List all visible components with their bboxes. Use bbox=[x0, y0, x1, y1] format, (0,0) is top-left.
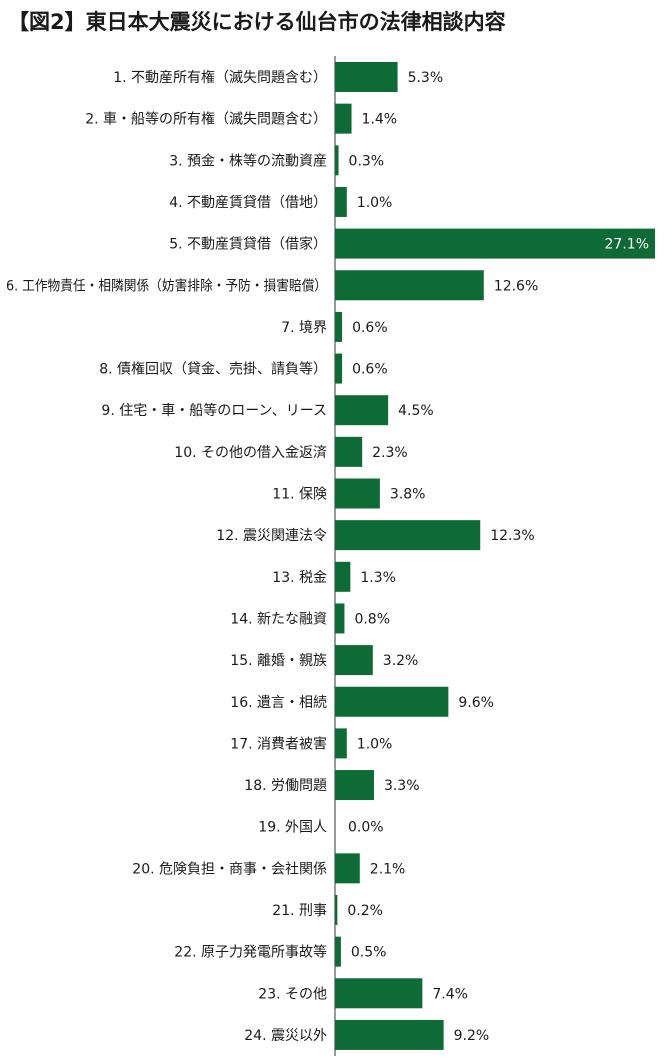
bar-15 bbox=[335, 645, 373, 676]
value-label-21: 0.2% bbox=[347, 903, 383, 919]
category-label-6: 6. 工作物責任・相隣関係（妨害排除・予防・損害賠償） bbox=[6, 278, 327, 294]
value-label-10: 2.3% bbox=[372, 445, 408, 461]
category-label-8: 8. 債権回収（貸金、売掛、請負等） bbox=[99, 361, 327, 378]
category-label-15: 15. 離婚・親族 bbox=[230, 652, 327, 669]
category-labels-group: 1. 不動産所有権（滅失問題含む） 2. 車・船等の所有権（滅失問題含む） 3. 預… bbox=[6, 69, 327, 1044]
value-label-13: 1.3% bbox=[360, 570, 396, 586]
bar-24 bbox=[335, 1019, 444, 1050]
bar-22 bbox=[335, 936, 341, 967]
value-label-7: 0.6% bbox=[352, 320, 388, 336]
value-label-5: 27.1% bbox=[605, 237, 649, 253]
bar-11 bbox=[335, 478, 380, 509]
value-label-16: 9.6% bbox=[458, 695, 494, 711]
value-label-9: 4.5% bbox=[398, 403, 434, 419]
bar-13 bbox=[335, 561, 351, 592]
bar-4 bbox=[335, 186, 347, 217]
bar-1 bbox=[335, 62, 398, 92]
category-label-11: 11. 保険 bbox=[272, 487, 327, 503]
category-label-16: 16. 遺言・相続 bbox=[230, 694, 327, 711]
bar-16 bbox=[335, 686, 449, 717]
value-label-6: 12.6% bbox=[494, 278, 538, 294]
value-label-17: 1.0% bbox=[357, 736, 393, 752]
value-label-18: 3.3% bbox=[384, 778, 420, 794]
bar-17 bbox=[335, 728, 347, 759]
category-label-22: 22. 原子力発電所事故等 bbox=[174, 944, 327, 961]
category-label-9: 9. 住宅・車・船等のローン、リース bbox=[101, 402, 327, 419]
value-label-15: 3.2% bbox=[383, 653, 419, 669]
value-label-2: 1.4% bbox=[362, 112, 398, 128]
category-label-7: 7. 境界 bbox=[281, 320, 327, 336]
value-label-12: 12.3% bbox=[490, 528, 534, 544]
bar-12 bbox=[335, 520, 481, 551]
bar-14 bbox=[335, 603, 345, 634]
category-label-13: 13. 税金 bbox=[272, 570, 327, 586]
category-label-1: 1. 不動産所有権（滅失問題含む） bbox=[113, 69, 327, 86]
value-label-20: 2.1% bbox=[370, 861, 406, 877]
value-label-22: 0.5% bbox=[351, 945, 387, 961]
category-label-12: 12. 震災関連法令 bbox=[216, 528, 327, 544]
value-label-19: 0.0% bbox=[348, 820, 384, 836]
value-label-23: 7.4% bbox=[432, 986, 468, 1002]
bar-21 bbox=[335, 895, 338, 925]
category-label-2: 2. 車・船等の所有権（滅失問題含む） bbox=[85, 111, 327, 128]
chart-title: 【図2】東日本大震災における仙台市の法律相談内容 bbox=[8, 10, 506, 34]
value-label-1: 5.3% bbox=[408, 70, 444, 86]
category-label-20: 20. 危険負担・商事・会社関係 bbox=[132, 861, 327, 877]
value-label-8: 0.6% bbox=[352, 362, 388, 378]
bar-18 bbox=[335, 770, 374, 801]
category-label-24: 24. 震災以外 bbox=[244, 1028, 327, 1044]
value-labels-group: 5.3% 1.4% 0.3% 1.0% 27.1% 12.6% 0.6% 0.6% 4.5% 2.… bbox=[347, 70, 649, 1044]
category-label-17: 17. 消費者被害 bbox=[230, 736, 327, 752]
bar-23 bbox=[335, 978, 423, 1009]
bar-5 bbox=[335, 228, 655, 259]
category-label-23: 23. その他 bbox=[258, 986, 327, 1002]
category-label-4: 4. 不動産賃貸借（借地） bbox=[169, 195, 327, 211]
category-label-19: 19. 外国人 bbox=[258, 820, 327, 836]
bar-9 bbox=[335, 395, 389, 426]
category-label-21: 21. 刑事 bbox=[272, 903, 327, 919]
bar-2 bbox=[335, 103, 352, 134]
bar-3 bbox=[335, 145, 339, 176]
category-label-18: 18. 労働問題 bbox=[244, 778, 327, 794]
category-label-5: 5. 不動産賃貸借（借家） bbox=[169, 236, 327, 253]
category-label-3: 3. 預金・株等の流動資産 bbox=[169, 152, 327, 169]
value-label-14: 0.8% bbox=[354, 611, 390, 627]
category-label-10: 10. その他の借入金返済 bbox=[174, 445, 327, 461]
value-label-11: 3.8% bbox=[390, 487, 426, 503]
category-label-14: 14. 新たな融資 bbox=[230, 611, 327, 627]
value-label-4: 1.0% bbox=[357, 195, 393, 211]
value-label-24: 9.2% bbox=[454, 1028, 490, 1044]
bar-10 bbox=[335, 436, 363, 467]
bars-group bbox=[335, 62, 655, 1050]
value-label-3: 0.3% bbox=[349, 153, 385, 169]
bar-7 bbox=[335, 311, 343, 342]
bar-6 bbox=[335, 270, 484, 301]
bar-8 bbox=[335, 353, 343, 384]
bar-20 bbox=[335, 853, 360, 884]
